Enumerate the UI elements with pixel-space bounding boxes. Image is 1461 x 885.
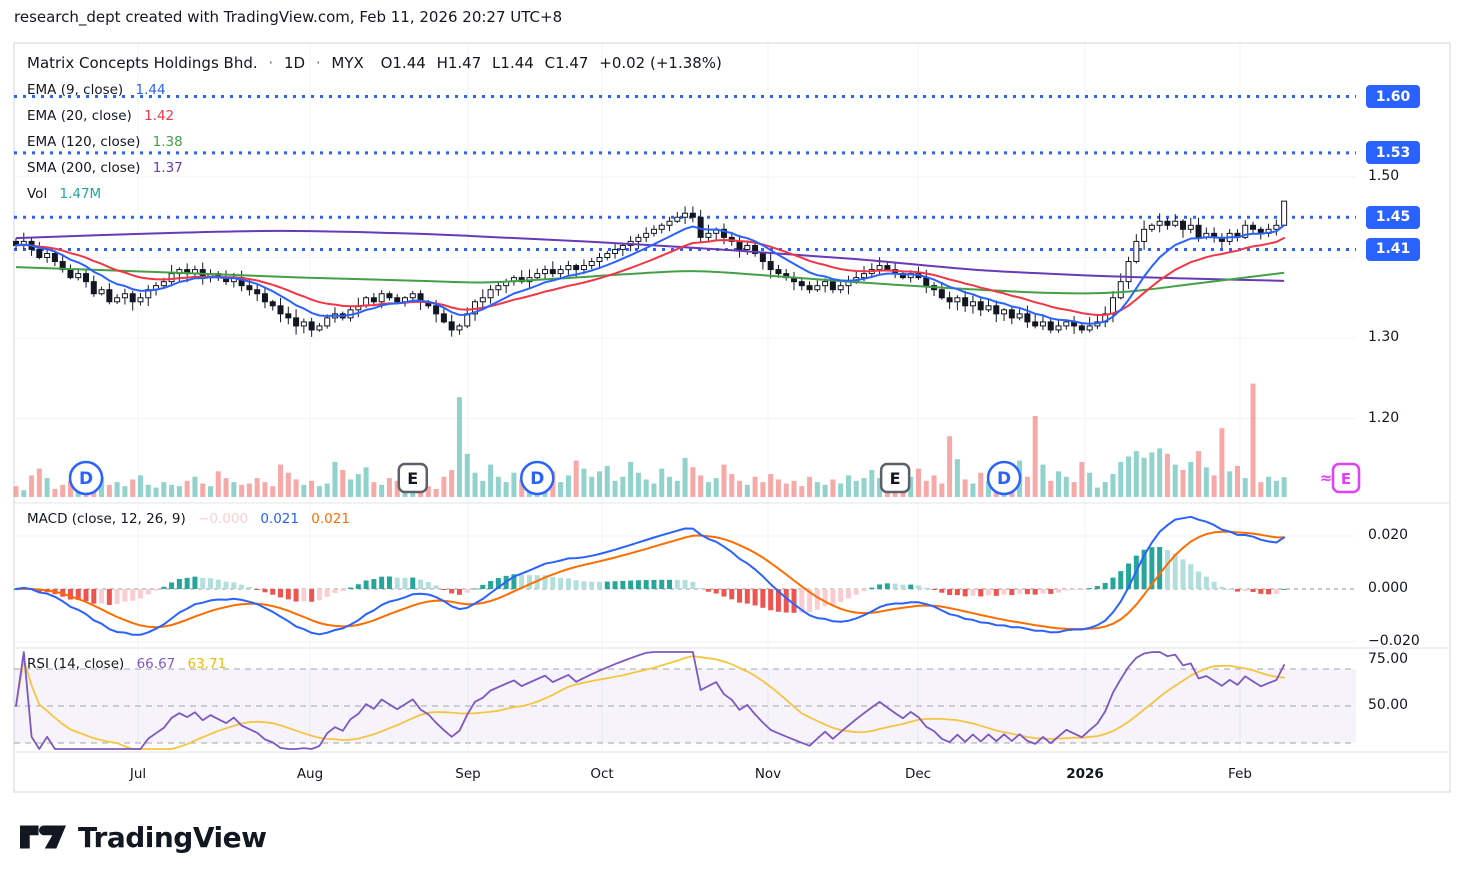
legend-ema9-value: 1.44 — [135, 82, 166, 98]
dividend-marker[interactable]: D — [520, 460, 555, 496]
price-line-badge[interactable]: 1.41 — [1366, 237, 1420, 261]
time-axis-label-sep: Sep — [455, 766, 481, 782]
rsi-axis-label: 50.00 — [1368, 697, 1409, 713]
svg-text:≈: ≈ — [1320, 469, 1333, 487]
separator-dot: · — [315, 54, 321, 72]
macd-axis-label: 0.000 — [1368, 580, 1409, 596]
macd-histogram — [13, 547, 1356, 613]
legend-rsi-value: 66.67 — [136, 656, 176, 672]
legend-sma200[interactable]: SMA (200, close) 1.37 — [27, 160, 183, 176]
legend-rsi[interactable]: RSI (14, close) 66.67 63.71 — [27, 656, 226, 672]
macd-lines — [15, 515, 1286, 636]
rsi-axis-label: 75.00 — [1368, 651, 1409, 667]
tradingview-logo-icon — [20, 825, 66, 849]
snapshot-credit: research_dept created with TradingView.c… — [14, 8, 563, 26]
legend-ema9[interactable]: EMA (9, close) 1.44 — [27, 82, 166, 98]
legend-volume-value: 1.47M — [59, 186, 102, 202]
svg-text:D: D — [997, 469, 1011, 489]
separator-dot: · — [268, 54, 274, 72]
macd-axis-label: 0.020 — [1368, 527, 1409, 543]
legend-ema120[interactable]: EMA (120, close) 1.38 — [27, 134, 183, 150]
svg-text:E: E — [890, 469, 901, 488]
dividend-marker[interactable]: D — [68, 460, 104, 496]
dividend-marker[interactable]: D — [986, 460, 1022, 496]
legend-volume-label: Vol — [27, 186, 48, 202]
svg-text:D: D — [530, 469, 544, 489]
svg-text:E: E — [407, 469, 418, 488]
price-lines — [14, 95, 1356, 251]
price-axis-label: 1.50 — [1368, 168, 1400, 184]
legend-rsi-ma-value: 63.71 — [187, 656, 227, 672]
legend-macd-signal-value: 0.021 — [311, 511, 350, 527]
footer-brand[interactable]: TradingView — [20, 820, 267, 854]
legend-macd-hist-value: −0.000 — [198, 511, 249, 527]
volume-bars — [13, 383, 1287, 497]
legend-ema9-label: EMA (9, close) — [27, 82, 124, 98]
legend-macd[interactable]: MACD (close, 12, 26, 9) −0.000 0.021 0.0… — [27, 511, 350, 527]
symbol-bar[interactable]: Matrix Concepts Holdings Bhd. · 1D · MYX… — [27, 54, 728, 72]
candles-layer — [13, 200, 1288, 337]
panel-frame — [13, 42, 1451, 793]
time-axis-label-nov: Nov — [754, 766, 782, 782]
time-axis-label-feb: Feb — [1228, 766, 1252, 782]
event-markers[interactable]: D E D E D E≈ — [68, 460, 1361, 496]
price-line-badge[interactable]: 1.45 — [1366, 205, 1420, 229]
symbol-title[interactable]: Matrix Concepts Holdings Bhd. — [27, 54, 258, 72]
time-axis-label-2026: 2026 — [1066, 766, 1104, 782]
time-axis-label-oct: Oct — [590, 766, 614, 782]
ohlc-close: C1.47 — [544, 54, 589, 72]
ohlc-change: +0.02 (+1.38%) — [599, 54, 722, 72]
earnings-marker[interactable]: E — [397, 462, 429, 494]
earnings-marker[interactable]: E — [879, 462, 911, 494]
time-axis-label-dec: Dec — [904, 766, 932, 782]
macd-axis-label: −0.020 — [1368, 633, 1420, 649]
legend-ema20-label: EMA (20, close) — [27, 108, 132, 124]
time-axis-label-aug: Aug — [296, 766, 324, 782]
exchange: MYX — [331, 54, 364, 72]
moving-averages — [15, 224, 1286, 325]
rsi-panel — [14, 651, 1356, 750]
upcoming-earnings-marker[interactable]: E≈ — [1320, 462, 1361, 494]
legend-volume[interactable]: Vol 1.47M — [27, 186, 101, 202]
gridlines — [14, 43, 1356, 752]
price-axis-label: 1.20 — [1368, 409, 1400, 426]
legend-macd-line-value: 0.021 — [260, 511, 299, 527]
timeframe[interactable]: 1D — [283, 54, 306, 72]
legend-macd-label: MACD (close, 12, 26, 9) — [27, 511, 186, 527]
legend-sma200-value: 1.37 — [152, 160, 183, 176]
price-line-badge[interactable]: 1.53 — [1366, 141, 1420, 165]
legend-ema120-value: 1.38 — [152, 134, 183, 150]
time-axis-label-jul: Jul — [129, 766, 147, 782]
legend-ema20-value: 1.42 — [144, 108, 175, 124]
price-axis-label: 1.30 — [1368, 329, 1400, 345]
legend-ema120-label: EMA (120, close) — [27, 134, 141, 150]
svg-text:D: D — [79, 469, 93, 489]
ohlc-low: L1.44 — [492, 54, 534, 72]
legend-sma200-label: SMA (200, close) — [27, 160, 141, 176]
ohlc-high: H1.47 — [436, 54, 482, 72]
legend-rsi-label: RSI (14, close) — [27, 656, 125, 672]
legend-ema20[interactable]: EMA (20, close) 1.42 — [27, 108, 174, 124]
svg-text:E: E — [1341, 470, 1351, 488]
ohlc-open: O1.44 — [380, 54, 426, 72]
tradingview-wordmark: TradingView — [78, 820, 267, 854]
price-line-badge[interactable]: 1.60 — [1366, 85, 1420, 108]
